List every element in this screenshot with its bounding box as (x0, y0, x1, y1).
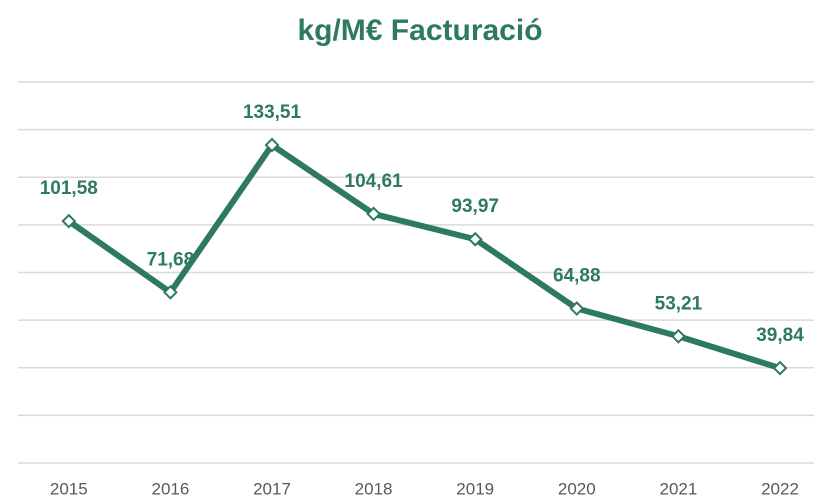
data-label: 53,21 (655, 293, 703, 314)
marker (670, 328, 686, 344)
x-tick-label: 2020 (558, 479, 596, 498)
marker (569, 301, 585, 316)
x-tick-label: 2018 (355, 479, 393, 498)
chart-title: kg/M€ Facturació (297, 14, 542, 47)
data-label: 64,88 (553, 266, 601, 287)
x-tick-label: 2017 (253, 479, 291, 498)
data-label: 39,84 (756, 325, 804, 346)
x-tick-label: 2016 (151, 479, 189, 498)
x-tick-label: 2022 (761, 479, 799, 498)
data-label: 133,51 (243, 102, 302, 123)
x-tick-label: 2019 (456, 479, 494, 498)
x-tick-label: 2021 (659, 479, 697, 498)
line (67, 142, 781, 371)
data-label: 104,61 (345, 171, 404, 192)
marker (264, 137, 280, 153)
data-label: 101,58 (40, 178, 98, 199)
marker (366, 206, 382, 222)
marker (467, 231, 483, 247)
data-label: 93,97 (451, 196, 499, 217)
data-label: 71,68 (147, 249, 195, 270)
marker (772, 360, 788, 376)
x-tick-label: 2015 (50, 479, 88, 498)
marker (162, 284, 178, 300)
marker (61, 213, 77, 229)
